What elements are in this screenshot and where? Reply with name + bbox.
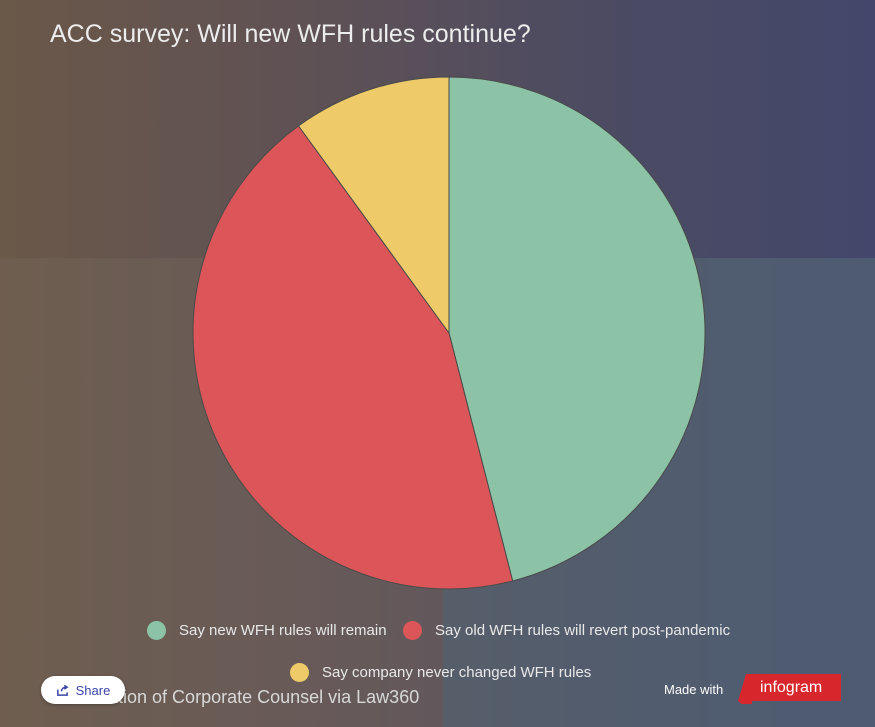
legend-label-revert: Say old WFH rules will revert post-pande… bbox=[435, 622, 731, 639]
pie-slice-remain[interactable] bbox=[448, 76, 706, 582]
share-button[interactable]: Share bbox=[41, 676, 125, 704]
share-label: Share bbox=[75, 682, 111, 698]
pie-slice-revert[interactable] bbox=[192, 125, 514, 590]
legend-item-revert[interactable]: Say old WFH rules will revert post-pande… bbox=[403, 621, 730, 640]
made-with-label: Made with bbox=[664, 682, 724, 697]
infogram-logo-text: infogram bbox=[760, 679, 823, 696]
source-note: Association of Corporate Counsel via Law… bbox=[55, 687, 420, 707]
pie-slice-never-changed[interactable] bbox=[297, 76, 450, 335]
legend-item-never-changed[interactable]: Say company never changed WFH rules bbox=[290, 663, 591, 682]
chart-title: ACC survey: Will new WFH rules continue? bbox=[50, 20, 531, 48]
infogram-logo[interactable] bbox=[738, 674, 841, 704]
legend-item-remain[interactable]: Say new WFH rules will remain bbox=[147, 621, 387, 640]
legend-swatch-remain bbox=[147, 621, 166, 640]
share-icon bbox=[56, 684, 69, 696]
legend-swatch-never-changed bbox=[290, 663, 309, 682]
legend-label-remain: Say new WFH rules will remain bbox=[179, 622, 387, 639]
legend-swatch-revert bbox=[403, 621, 422, 640]
legend-label-never-changed: Say company never changed WFH rules bbox=[322, 664, 592, 681]
